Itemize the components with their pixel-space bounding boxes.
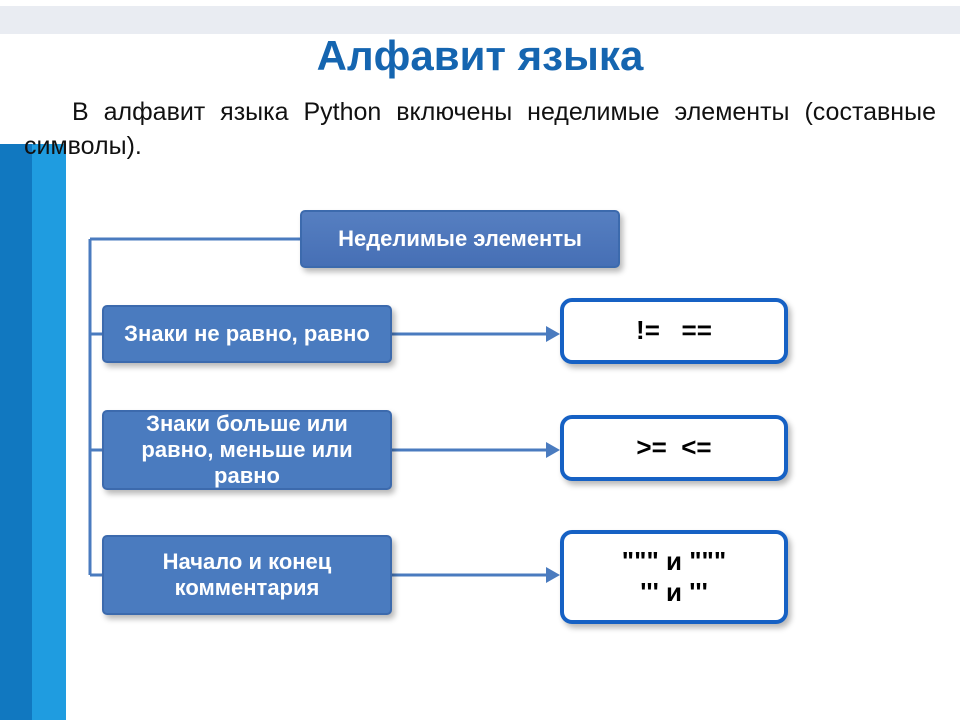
symbols-box-comment: """ и """ ''' и ''' [560,530,788,624]
top-strip [0,6,960,34]
left-bar-dark [0,144,32,720]
item-box-equality: Знаки не равно, равно [102,305,392,363]
symbols-box-equality: != == [560,298,788,364]
arrowhead-icon [546,567,560,583]
intro-text-content: В алфавит языка Python включены неделимы… [24,98,936,160]
intro-text: В алфавит языка Python включены неделимы… [24,96,936,164]
page-title: Алфавит языка [0,32,960,80]
arrowhead-icon [546,442,560,458]
arrowhead-icon [546,326,560,342]
header-box: Неделимые элементы [300,210,620,268]
item-box-compare: Знаки больше или равно, меньше или равно [102,410,392,490]
left-bar-light [32,144,66,720]
slide: Алфавит языка В алфавит языка Python вкл… [0,0,960,720]
symbols-box-compare: >= <= [560,415,788,481]
item-box-comment: Начало и конец комментария [102,535,392,615]
